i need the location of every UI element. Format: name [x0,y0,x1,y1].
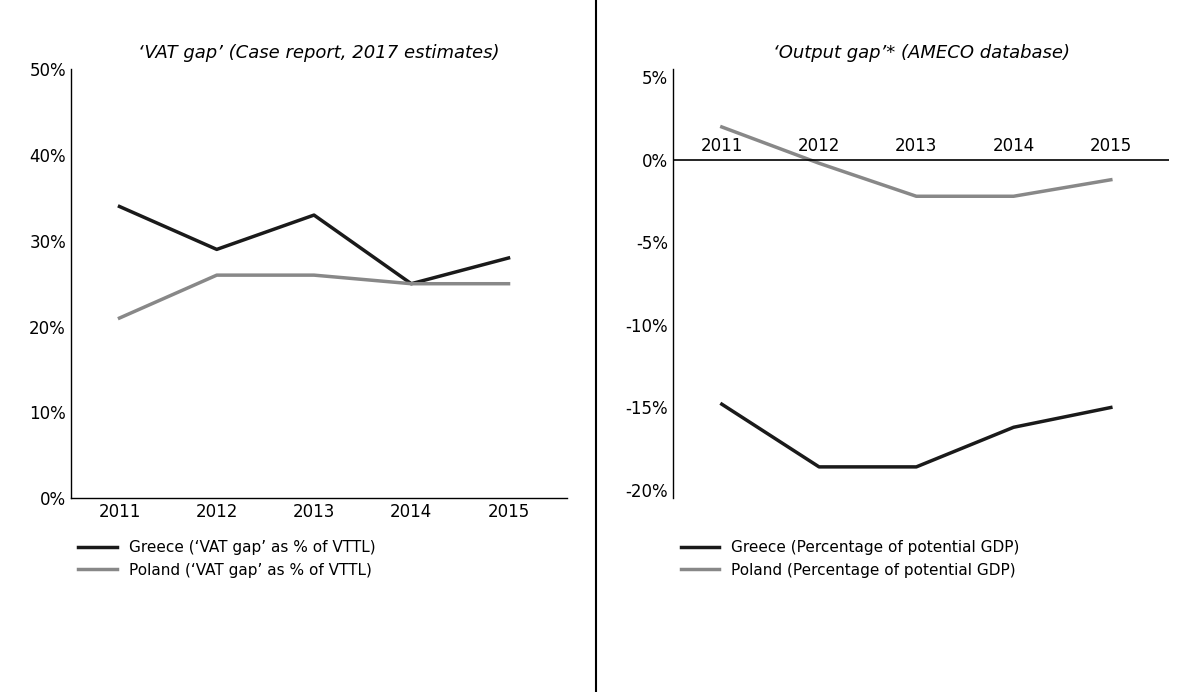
Text: 2015: 2015 [1090,137,1131,155]
Text: 2013: 2013 [895,137,938,155]
Legend: Greece (‘VAT gap’ as % of VTTL), Poland (‘VAT gap’ as % of VTTL): Greece (‘VAT gap’ as % of VTTL), Poland … [78,540,376,578]
Text: 2011: 2011 [700,137,743,155]
Legend: Greece (Percentage of potential GDP), Poland (Percentage of potential GDP): Greece (Percentage of potential GDP), Po… [680,540,1019,578]
Title: ‘Output gap’* (AMECO database): ‘Output gap’* (AMECO database) [772,44,1070,62]
Text: 2012: 2012 [798,137,840,155]
Text: 2014: 2014 [992,137,1035,155]
Title: ‘VAT gap’ (Case report, 2017 estimates): ‘VAT gap’ (Case report, 2017 estimates) [138,44,500,62]
